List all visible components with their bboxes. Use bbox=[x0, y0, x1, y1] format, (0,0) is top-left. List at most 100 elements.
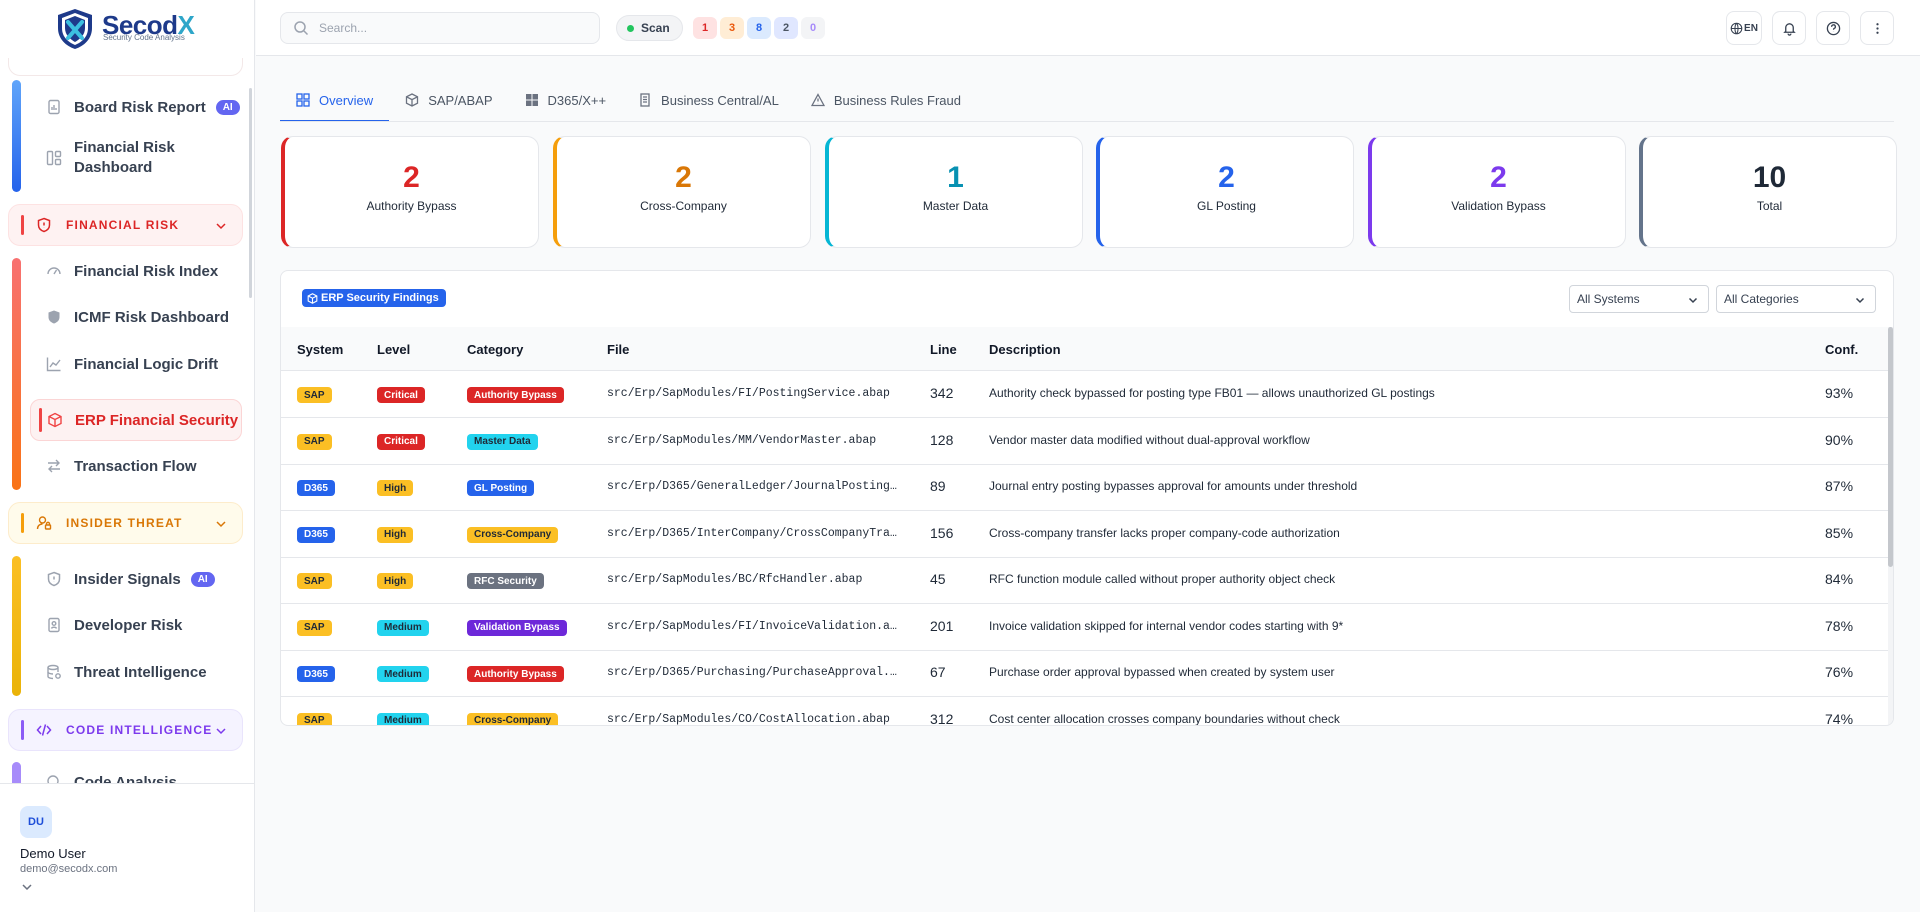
user-profile[interactable]: DU Demo User demo@secodx.com bbox=[0, 783, 255, 912]
file-path[interactable]: src/Erp/SapModules/MM/VendorMaster.abap bbox=[607, 433, 877, 447]
top-header: Scan 1 3 8 2 0 EN bbox=[256, 0, 1920, 56]
sidebar-item-financial-logic-drift[interactable]: Financial Logic Drift bbox=[30, 343, 242, 385]
confidence-value: 78% bbox=[1825, 617, 1854, 634]
severity-critical-count[interactable]: 1 bbox=[693, 17, 717, 39]
scan-button[interactable]: Scan bbox=[616, 15, 683, 41]
column-header-category[interactable]: Category bbox=[467, 342, 524, 357]
table-row[interactable]: D365 Medium Authority Bypass src/Erp/D365/P… bbox=[281, 651, 1893, 697]
box-icon bbox=[406, 93, 419, 107]
table-row[interactable]: SAP Medium Validation Bypass src/Erp/SapMod… bbox=[281, 605, 1893, 651]
user-lock-icon bbox=[36, 516, 52, 530]
sidebar-item-erp-financial-security[interactable]: ERP Financial Security bbox=[30, 399, 242, 441]
stat-card-gl-posting[interactable]: 2 GL Posting bbox=[1096, 136, 1354, 248]
system-badge: D365 bbox=[297, 480, 335, 496]
sidebar-item-icmf-risk-dashboard[interactable]: ICMF Risk Dashboard bbox=[30, 296, 242, 338]
windows-icon bbox=[525, 94, 538, 106]
stat-label: Cross-Company bbox=[640, 199, 727, 213]
language-button[interactable]: EN bbox=[1726, 11, 1762, 45]
report-icon bbox=[48, 99, 60, 115]
warning-icon bbox=[810, 93, 825, 107]
tab-divider bbox=[280, 121, 1894, 122]
file-path[interactable]: src/Erp/SapModules/FI/InvoiceValidation.… bbox=[607, 619, 897, 633]
table-row[interactable]: SAP High RFC Security src/Erp/SapModules/BC… bbox=[281, 558, 1893, 604]
group-indicator-bar bbox=[12, 762, 21, 783]
sidebar-scrollbar[interactable] bbox=[249, 88, 252, 298]
column-header-line[interactable]: Line bbox=[930, 342, 957, 357]
tab-sap-abap[interactable]: SAP/ABAP bbox=[389, 80, 508, 122]
column-header-system[interactable]: System bbox=[297, 342, 344, 357]
stat-card-total[interactable]: 10 Total bbox=[1639, 136, 1897, 248]
system-badge: SAP bbox=[297, 387, 332, 403]
column-header-confidence[interactable]: Conf. bbox=[1825, 342, 1859, 357]
sidebar-item-board-risk-report[interactable]: Board Risk Report AI bbox=[30, 86, 242, 128]
file-path[interactable]: src/Erp/D365/GeneralLedger/JournalPostin… bbox=[607, 480, 897, 493]
logo[interactable]: SecodX Security Code Analysis bbox=[0, 0, 255, 58]
stat-card-master-data[interactable]: 1 Master Data bbox=[825, 136, 1083, 248]
system-badge: SAP bbox=[297, 573, 332, 589]
section-header-collapsed[interactable] bbox=[8, 58, 243, 76]
line-number: 67 bbox=[930, 664, 946, 680]
file-path[interactable]: src/Erp/SapModules/BC/RfcHandler.abap bbox=[607, 573, 863, 586]
category-badge: Authority Bypass bbox=[467, 666, 564, 682]
sidebar-item-financial-risk-index[interactable]: Financial Risk Index bbox=[30, 250, 242, 292]
file-path[interactable]: src/Erp/SapModules/FI/PostingService.aba… bbox=[607, 387, 890, 400]
sidebar-item-financial-risk-dashboard[interactable]: Financial Risk Dashboard bbox=[30, 136, 242, 180]
stat-card-validation-bypass[interactable]: 2 Validation Bypass bbox=[1368, 136, 1626, 248]
grid-icon bbox=[296, 93, 310, 107]
severity-info-count[interactable]: 0 bbox=[801, 17, 825, 39]
table-row[interactable]: SAP Critical Master Data src/Erp/SapModules… bbox=[281, 419, 1893, 465]
tab-d365[interactable]: D365/X++ bbox=[509, 80, 623, 122]
chevron-down-icon[interactable] bbox=[20, 880, 34, 894]
severity-high-count[interactable]: 3 bbox=[720, 17, 744, 39]
sidebar-item-insider-signals[interactable]: Insider Signals AI bbox=[30, 558, 242, 600]
tab-business-rules-fraud[interactable]: Business Rules Fraud bbox=[795, 80, 977, 122]
chevron-down-icon bbox=[216, 223, 226, 230]
stat-card-cross-company[interactable]: 2 Cross-Company bbox=[553, 136, 811, 248]
box-icon bbox=[307, 292, 318, 304]
confidence-value: 76% bbox=[1825, 664, 1854, 680]
search-box[interactable] bbox=[280, 12, 600, 44]
sidebar-item-developer-risk[interactable]: Developer Risk bbox=[30, 604, 242, 646]
file-path[interactable]: src/Erp/D365/InterCompany/CrossCompanyTr… bbox=[607, 526, 897, 540]
column-header-description[interactable]: Description bbox=[989, 342, 1061, 357]
tab-overview[interactable]: Overview bbox=[280, 80, 390, 122]
stat-label: Master Data bbox=[922, 199, 989, 213]
table-scrollbar[interactable] bbox=[1888, 327, 1893, 725]
level-badge: High bbox=[377, 526, 414, 543]
tab-business-central[interactable]: Business Central/AL bbox=[622, 80, 795, 122]
severity-low-count[interactable]: 2 bbox=[774, 17, 798, 39]
column-header-level[interactable]: Level bbox=[377, 342, 411, 357]
table-row[interactable]: D365 High Cross-Company src/Erp/D365/InterC… bbox=[281, 512, 1893, 558]
table-row[interactable]: SAP Medium Cross-Company src/Erp/SapModules… bbox=[281, 698, 1893, 726]
line-number: 342 bbox=[930, 385, 954, 401]
category-filter-select[interactable]: All Categories bbox=[1716, 285, 1876, 313]
table-header: System Level Category File Line Descript… bbox=[281, 327, 1893, 371]
shield-icon bbox=[48, 310, 60, 324]
sidebar-item-transaction-flow[interactable]: Transaction Flow bbox=[30, 445, 242, 487]
section-header-insider-threat[interactable]: INSIDER THREAT bbox=[8, 502, 243, 544]
table-row[interactable]: D365 High GL Posting src/Erp/D365/GeneralLe… bbox=[281, 465, 1893, 511]
finding-description: Vendor master data modified without dual… bbox=[989, 432, 1310, 447]
section-header-financial-risk[interactable]: FINANCIAL RISK bbox=[8, 204, 243, 246]
column-header-file[interactable]: File bbox=[607, 342, 630, 357]
finding-description: Invoice validation skipped for internal … bbox=[989, 618, 1344, 633]
system-filter-select[interactable]: All Systems bbox=[1569, 285, 1709, 313]
code-icon bbox=[47, 775, 59, 783]
section-header-code-intelligence[interactable]: CODE INTELLIGENCE bbox=[8, 709, 243, 751]
more-options-button[interactable] bbox=[1860, 11, 1894, 45]
table-row[interactable]: SAP Critical Authority Bypass src/Erp/SapMo… bbox=[281, 372, 1893, 418]
severity-medium-count[interactable]: 8 bbox=[747, 17, 771, 39]
finding-description: Authority check bypassed for posting typ… bbox=[989, 386, 1435, 400]
sidebar-item-code-analysis[interactable]: Code Analysis bbox=[30, 761, 242, 783]
file-path[interactable]: src/Erp/D365/Purchasing/PurchaseApproval… bbox=[607, 666, 897, 679]
chevron-down-icon bbox=[216, 728, 226, 735]
category-badge: Authority Bypass bbox=[467, 387, 564, 403]
help-button[interactable] bbox=[1816, 11, 1850, 45]
sidebar-item-threat-intelligence[interactable]: Threat Intelligence bbox=[30, 651, 242, 693]
stat-card-authority-bypass[interactable]: 2 Authority Bypass bbox=[281, 136, 539, 248]
table-scrollbar-thumb[interactable] bbox=[1888, 327, 1893, 567]
notifications-button[interactable] bbox=[1772, 11, 1806, 45]
search-input[interactable] bbox=[319, 21, 579, 35]
category-badge: Master Data bbox=[467, 433, 538, 450]
file-path[interactable]: src/Erp/SapModules/CO/CostAllocation.aba… bbox=[607, 712, 890, 726]
